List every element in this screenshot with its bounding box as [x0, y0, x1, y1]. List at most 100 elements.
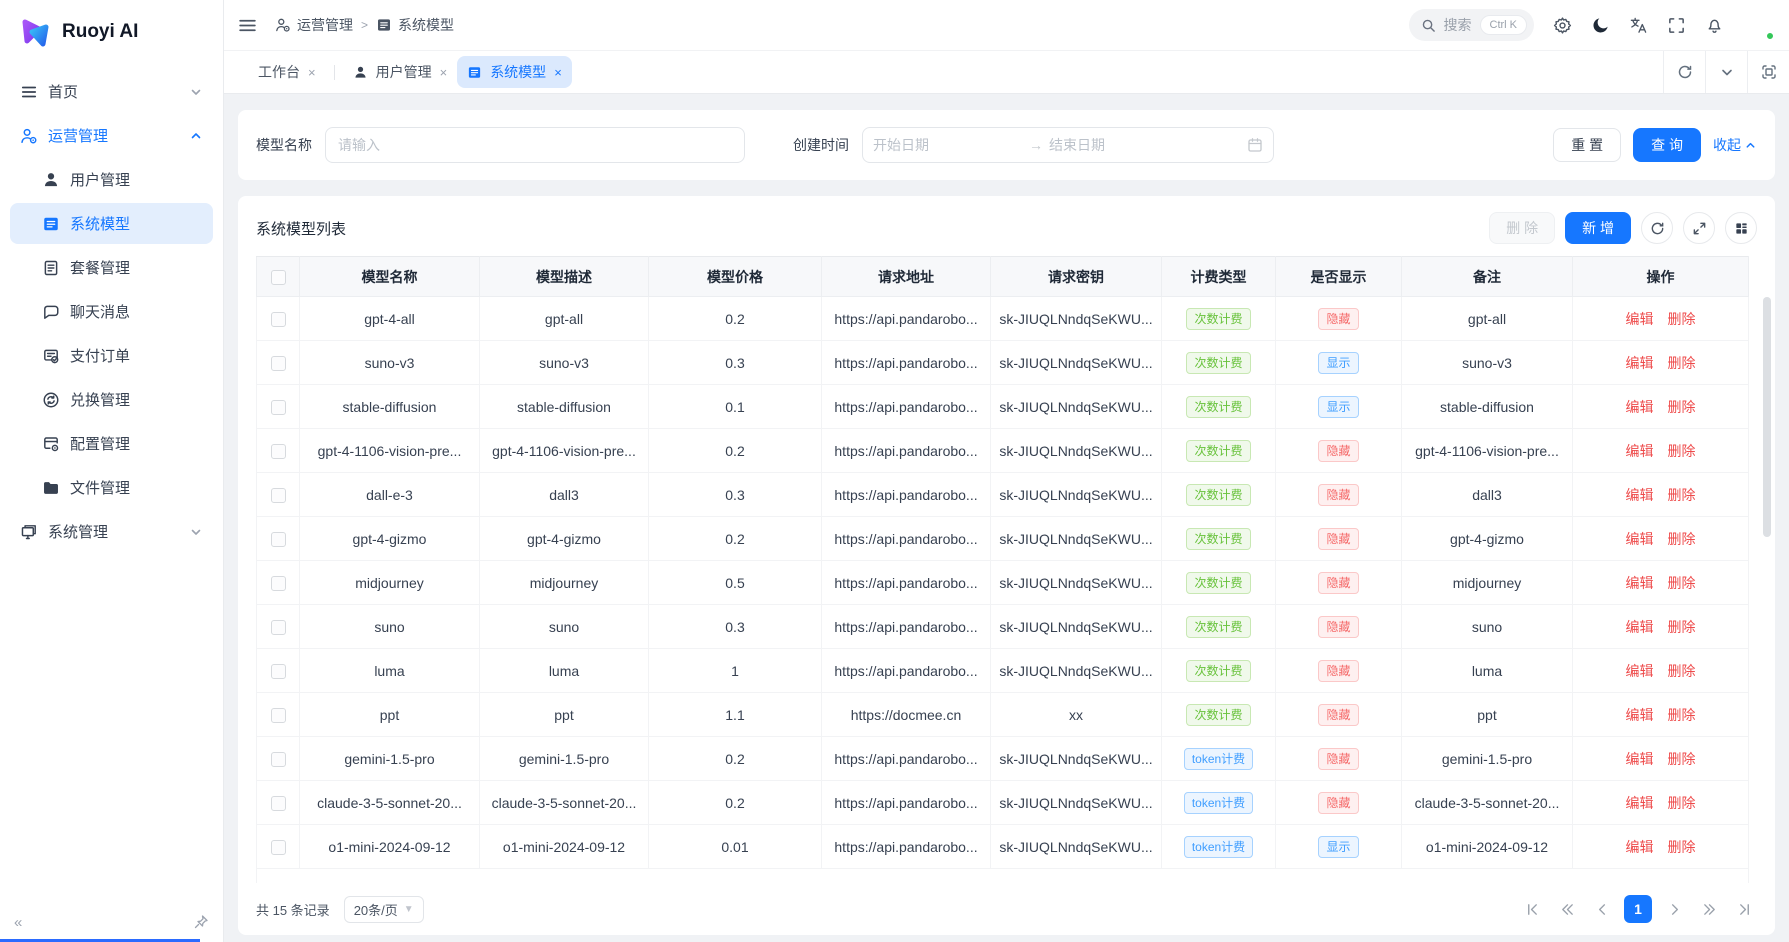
- refresh-icon[interactable]: [1663, 51, 1705, 93]
- close-icon[interactable]: ×: [308, 64, 316, 80]
- delete-link[interactable]: 删除: [1667, 354, 1696, 371]
- row-checkbox[interactable]: [270, 355, 286, 371]
- content-fullscreen-icon[interactable]: [1747, 51, 1789, 93]
- end-date-input[interactable]: [1049, 137, 1199, 153]
- breadcrumb-system-model[interactable]: 系统模型: [376, 15, 454, 35]
- pin-icon[interactable]: [193, 914, 209, 930]
- col-model-price[interactable]: 模型价格: [648, 256, 822, 297]
- fullscreen-icon[interactable]: [1667, 16, 1686, 35]
- edit-link[interactable]: 编辑: [1625, 442, 1654, 459]
- column-settings-icon[interactable]: [1725, 212, 1757, 244]
- settings-gear-icon[interactable]: [1553, 16, 1572, 35]
- select-all-checkbox[interactable]: [270, 269, 286, 285]
- edit-link[interactable]: 编辑: [1625, 706, 1654, 723]
- last-page-icon[interactable]: [1731, 896, 1757, 922]
- delete-link[interactable]: 删除: [1667, 794, 1696, 811]
- close-icon[interactable]: ×: [554, 64, 562, 80]
- next-page-icon[interactable]: [1661, 896, 1687, 922]
- col-model-desc[interactable]: 模型描述: [479, 256, 649, 297]
- delete-link[interactable]: 删除: [1667, 530, 1696, 547]
- edit-link[interactable]: 编辑: [1625, 574, 1654, 591]
- tab-user-management[interactable]: 用户管理 ×: [343, 56, 458, 88]
- current-page-button[interactable]: 1: [1624, 895, 1652, 923]
- col-request-url[interactable]: 请求地址: [821, 256, 991, 297]
- page-size-select[interactable]: 20条/页 ▼: [343, 895, 424, 923]
- prev-page-icon[interactable]: [1589, 896, 1615, 922]
- row-checkbox[interactable]: [270, 663, 286, 679]
- sidebar-item-operations[interactable]: 运营管理: [10, 115, 213, 156]
- row-checkbox[interactable]: [270, 795, 286, 811]
- prev-jump-icon[interactable]: [1554, 896, 1580, 922]
- delete-link[interactable]: 删除: [1667, 662, 1696, 679]
- collapse-filter-link[interactable]: 收起: [1713, 135, 1757, 155]
- table-scrollbar[interactable]: [1763, 297, 1771, 883]
- breadcrumb-operations[interactable]: 运营管理: [275, 15, 353, 35]
- col-actions[interactable]: 操作: [1572, 256, 1749, 297]
- model-name-input[interactable]: [325, 127, 745, 163]
- chevron-down-icon[interactable]: [1705, 51, 1747, 93]
- edit-link[interactable]: 编辑: [1625, 838, 1654, 855]
- delete-link[interactable]: 删除: [1667, 442, 1696, 459]
- sidebar-subitem[interactable]: 支付订单: [10, 335, 213, 376]
- notifications-bell-icon[interactable]: [1705, 16, 1724, 35]
- close-icon[interactable]: ×: [439, 64, 448, 80]
- edit-link[interactable]: 编辑: [1625, 618, 1654, 635]
- reset-button[interactable]: 重 置: [1553, 128, 1622, 162]
- row-checkbox[interactable]: [270, 619, 286, 635]
- tab-workbench[interactable]: 工作台 ×: [258, 64, 316, 80]
- sidebar-subitem[interactable]: 用户管理: [10, 159, 213, 200]
- delete-link[interactable]: 删除: [1667, 486, 1696, 503]
- sidebar-subitem[interactable]: 兑换管理: [10, 379, 213, 420]
- sidebar-subitem[interactable]: 文件管理: [10, 467, 213, 508]
- sidebar-subitem[interactable]: 系统模型: [10, 203, 213, 244]
- delete-link[interactable]: 删除: [1667, 706, 1696, 723]
- edit-link[interactable]: 编辑: [1625, 530, 1654, 547]
- add-button[interactable]: 新 增: [1565, 212, 1631, 244]
- col-billing-type[interactable]: 计费类型: [1161, 256, 1276, 297]
- delete-link[interactable]: 删除: [1667, 838, 1696, 855]
- sidebar-collapse-button[interactable]: «: [14, 913, 23, 931]
- sidebar-subitem[interactable]: 配置管理: [10, 423, 213, 464]
- col-request-key[interactable]: 请求密钥: [990, 256, 1162, 297]
- row-checkbox[interactable]: [270, 839, 286, 855]
- next-jump-icon[interactable]: [1696, 896, 1722, 922]
- delete-link[interactable]: 删除: [1667, 750, 1696, 767]
- search-button[interactable]: 查 询: [1633, 128, 1701, 162]
- col-model-name[interactable]: 模型名称: [299, 256, 480, 297]
- row-checkbox[interactable]: [270, 751, 286, 767]
- date-range-picker[interactable]: →: [862, 127, 1274, 163]
- row-checkbox[interactable]: [270, 707, 286, 723]
- edit-link[interactable]: 编辑: [1625, 354, 1654, 371]
- sidebar-item-system[interactable]: 系统管理: [10, 511, 213, 552]
- sidebar-item-home[interactable]: 首页: [10, 71, 213, 112]
- hamburger-icon[interactable]: [238, 16, 257, 35]
- col-visibility[interactable]: 是否显示: [1275, 256, 1402, 297]
- col-remark[interactable]: 备注: [1401, 256, 1573, 297]
- row-checkbox[interactable]: [270, 399, 286, 415]
- row-checkbox[interactable]: [270, 531, 286, 547]
- delete-link[interactable]: 删除: [1667, 574, 1696, 591]
- edit-link[interactable]: 编辑: [1625, 794, 1654, 811]
- delete-link[interactable]: 删除: [1667, 618, 1696, 635]
- edit-link[interactable]: 编辑: [1625, 486, 1654, 503]
- delete-link[interactable]: 删除: [1667, 310, 1696, 327]
- tab-system-model[interactable]: 系统模型 ×: [457, 56, 572, 88]
- first-page-icon[interactable]: [1519, 896, 1545, 922]
- global-search[interactable]: 搜索 Ctrl K: [1408, 9, 1534, 41]
- edit-link[interactable]: 编辑: [1625, 398, 1654, 415]
- edit-link[interactable]: 编辑: [1625, 750, 1654, 767]
- start-date-input[interactable]: [873, 137, 1023, 153]
- sidebar-subitem[interactable]: 聊天消息: [10, 291, 213, 332]
- user-avatar[interactable]: [1743, 10, 1775, 41]
- row-checkbox[interactable]: [270, 487, 286, 503]
- table-refresh-icon[interactable]: [1641, 212, 1673, 244]
- edit-link[interactable]: 编辑: [1625, 662, 1654, 679]
- edit-link[interactable]: 编辑: [1625, 310, 1654, 327]
- delete-button[interactable]: 删 除: [1489, 212, 1556, 244]
- translate-icon[interactable]: [1629, 16, 1648, 35]
- table-expand-icon[interactable]: [1683, 212, 1715, 244]
- row-checkbox[interactable]: [270, 443, 286, 459]
- scrollbar-thumb[interactable]: [1763, 297, 1771, 537]
- row-checkbox[interactable]: [270, 311, 286, 327]
- sidebar-subitem[interactable]: 套餐管理: [10, 247, 213, 288]
